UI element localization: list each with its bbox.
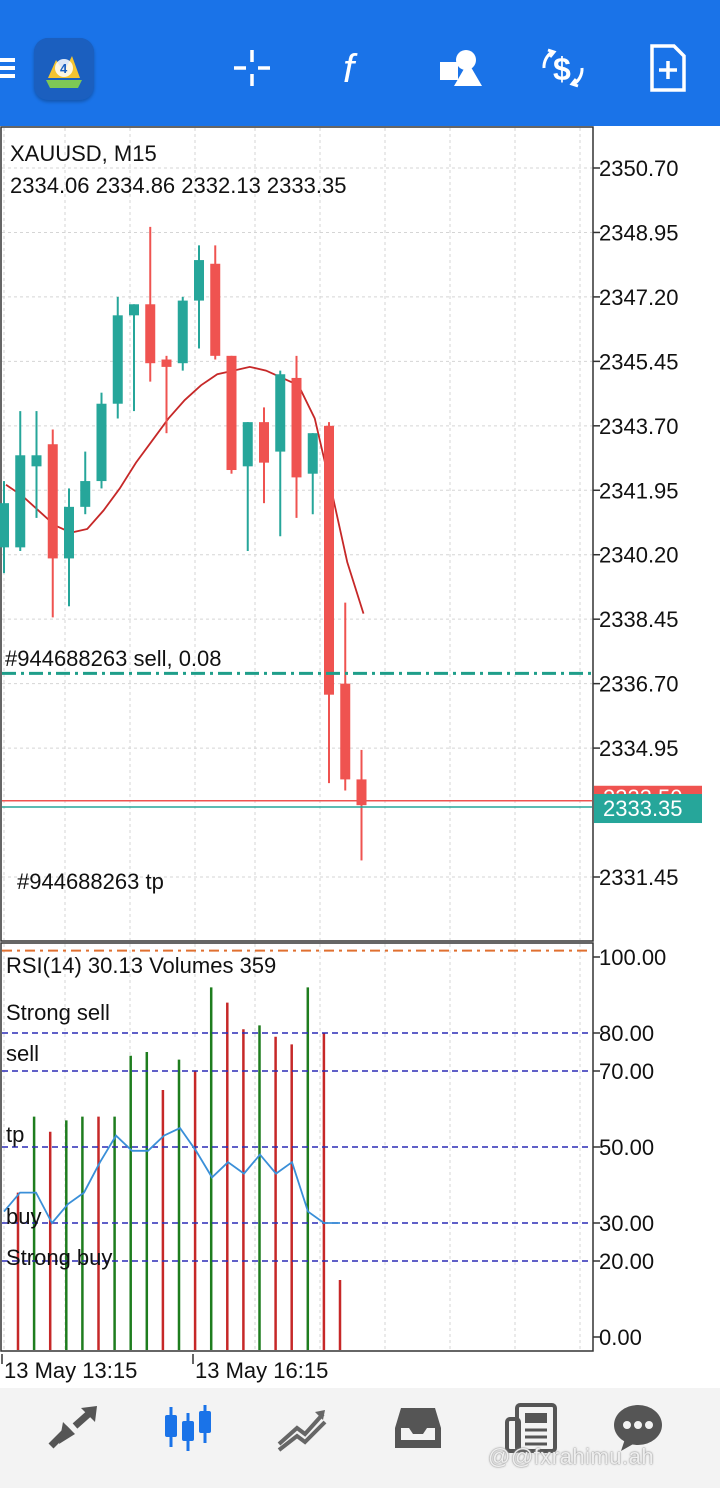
rsi-tick-label: 20.00 (599, 1249, 654, 1274)
candle-body (275, 374, 286, 452)
rsi-axis: 100.00 80.00 70.00 50.00 30.00 20.00 0.00 (593, 945, 666, 1350)
price-panel-border (0, 126, 594, 942)
candle-body (307, 433, 318, 474)
rsi-tick-label: 80.00 (599, 1021, 654, 1046)
function-icon[interactable]: f (325, 38, 385, 98)
candle-body (194, 260, 204, 301)
price-tick-label: 2331.45 (599, 865, 679, 890)
candle-body (129, 304, 139, 316)
price-tick-label: 2338.45 (599, 607, 679, 632)
candle-body (177, 300, 188, 364)
bottom-navigation (0, 1388, 720, 1488)
rsi-tick-label: 30.00 (599, 1211, 654, 1236)
level-label-sell: sell (6, 1041, 39, 1066)
candle-body (291, 377, 302, 478)
objects-icon[interactable] (430, 38, 490, 98)
candle-body (80, 481, 91, 507)
candle-body (259, 422, 269, 463)
quotes-tab-icon[interactable] (40, 1400, 104, 1456)
ohlc-values: 2334.06 2334.86 2332.13 2333.35 (10, 173, 346, 198)
candle-body (324, 425, 334, 695)
candle-body (145, 304, 156, 364)
candle-body (64, 506, 74, 559)
indicator-title: RSI(14) 30.13 Volumes 359 (6, 953, 276, 978)
bottom-strip (0, 1488, 720, 1503)
bid-price-label: 2333.35 (603, 796, 683, 821)
news-tab-icon[interactable] (500, 1400, 564, 1456)
svg-text:f: f (343, 47, 358, 90)
metatrader-logo[interactable]: 4 (34, 38, 94, 100)
level-label-tp: tp (6, 1122, 24, 1147)
price-tick-label: 2340.20 (599, 543, 679, 568)
candle-body (96, 403, 107, 482)
chart-area[interactable]: 2350.70 2348.95 2347.20 2345.45 2343.70 2341.… (0, 126, 720, 1388)
messages-tab-icon[interactable] (606, 1400, 670, 1456)
candle-body (161, 359, 172, 367)
symbol-timeframe: XAUUSD, M15 (10, 141, 157, 166)
trade-tab-icon[interactable] (270, 1400, 334, 1456)
svg-text:$: $ (553, 51, 571, 87)
candle-body (210, 263, 221, 356)
price-tick-label: 2347.20 (599, 285, 679, 310)
svg-text:4: 4 (60, 61, 68, 76)
order-lines (2, 671, 592, 952)
candle-body (226, 355, 237, 471)
price-tick-label: 2345.45 (599, 349, 679, 374)
candle-body (242, 422, 253, 467)
chart-tab-icon[interactable] (156, 1400, 220, 1456)
rsi-level-lines (2, 1032, 592, 1262)
rsi-tick-label: 0.00 (599, 1325, 642, 1350)
candle-body (112, 315, 123, 404)
bid-price-badge (594, 794, 702, 824)
candle-body (15, 455, 26, 548)
rsi-polyline (3, 1126, 340, 1225)
sell-order-label: #944688263 sell, 0.08 (5, 646, 222, 671)
price-tick-label: 2334.95 (599, 736, 679, 761)
tp-order-label: #944688263 tp (17, 869, 164, 894)
price-tick-label: 2343.70 (599, 414, 679, 439)
time-label-2: 13 May 16:15 (195, 1358, 328, 1383)
candle-body (356, 779, 367, 806)
top-toolbar: 4 f $ (0, 0, 720, 126)
level-label-strong-buy: Strong buy (6, 1245, 112, 1270)
volume-bars (16, 987, 342, 1350)
crosshair-icon[interactable] (222, 38, 282, 98)
history-tab-icon[interactable] (386, 1400, 450, 1456)
price-tick-label: 2350.70 (599, 156, 679, 181)
candle-body (31, 455, 42, 467)
rsi-tick-label: 70.00 (599, 1059, 654, 1084)
add-document-icon[interactable] (638, 38, 698, 98)
candles (0, 226, 367, 861)
rsi-line (3, 1126, 340, 1225)
symbol-icon[interactable]: $ (533, 38, 593, 98)
candle-body (0, 503, 9, 548)
grid (2, 128, 592, 1350)
price-axis: 2350.70 2348.95 2347.20 2345.45 2343.70 2341.… (593, 156, 679, 890)
level-label-strong-sell: Strong sell (6, 1000, 110, 1025)
candle-body (340, 683, 351, 780)
time-label-1: 13 May 13:15 (4, 1358, 137, 1383)
price-tick-label: 2336.70 (599, 672, 679, 697)
rsi-tick-label: 50.00 (599, 1135, 654, 1160)
rsi-tick-label: 100.00 (599, 945, 666, 970)
watermark: @@fxrahimu.ah (488, 1444, 655, 1469)
menu-icon[interactable] (0, 38, 26, 98)
candle-body (47, 444, 58, 559)
level-label-buy: buy (6, 1204, 41, 1229)
price-tick-label: 2348.95 (599, 220, 679, 245)
price-tick-label: 2341.95 (599, 478, 679, 503)
